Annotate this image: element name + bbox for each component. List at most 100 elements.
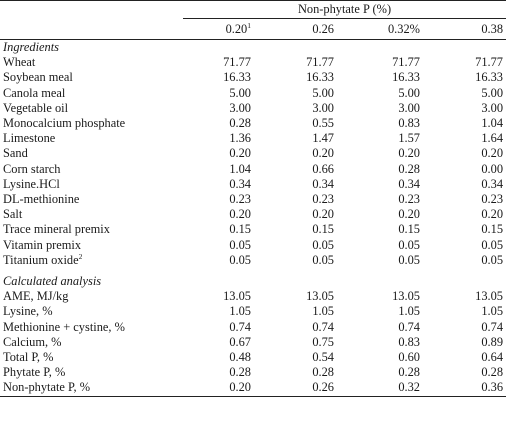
value-cell: 0.05 bbox=[312, 252, 334, 267]
value-cell: 13.05 bbox=[223, 289, 251, 304]
row-label-cell: Soybean meal bbox=[0, 70, 171, 85]
row-label-cell: Non-phytate P, % bbox=[0, 380, 171, 396]
row-label: Total P, % bbox=[3, 350, 54, 365]
value-cell: 16.33 bbox=[392, 70, 420, 85]
header-stub-cell bbox=[0, 19, 171, 40]
value-cell: 71.77 bbox=[306, 55, 334, 70]
value-cell: 0.89 bbox=[481, 334, 504, 349]
row-label: Lysine, % bbox=[3, 304, 53, 319]
row-label: Phytate P, % bbox=[3, 365, 66, 380]
row-label-cell: AME, MJ/kg bbox=[0, 289, 171, 304]
section-row: Calculated analysis bbox=[0, 274, 506, 289]
value-cell: 0.15 bbox=[398, 222, 420, 237]
value-cell: 3.00 bbox=[229, 100, 251, 115]
value-cell: 1.04 bbox=[481, 116, 504, 131]
value-cell: 0.20 bbox=[229, 380, 251, 395]
value-cell: 0.48 bbox=[229, 350, 251, 365]
row-label: Monocalcium phosphate bbox=[3, 116, 126, 131]
value-cell: 13.05 bbox=[306, 289, 334, 304]
value-cell: 1.47 bbox=[312, 131, 334, 146]
value-cell: 0.05 bbox=[398, 252, 420, 267]
row-label: Corn starch bbox=[3, 161, 61, 176]
value-cell: 0.74 bbox=[312, 319, 334, 334]
value-cell: 1.05 bbox=[481, 304, 504, 319]
row-label-cell: Methionine + cystine, % bbox=[0, 320, 171, 335]
row-label-cell: Monocalcium phosphate bbox=[0, 116, 171, 131]
row-label: Sand bbox=[3, 146, 28, 161]
value-cell: 0.34 bbox=[229, 176, 251, 191]
row-label-cell: Phytate P, % bbox=[0, 365, 171, 380]
value-cell: 1.05 bbox=[229, 304, 251, 319]
row-label-cell: Limestone bbox=[0, 131, 171, 146]
value-cell: 0.20 bbox=[312, 146, 334, 161]
row-label: Canola meal bbox=[3, 85, 66, 100]
row-label-cell: Vegetable oil bbox=[0, 101, 171, 116]
row-label-cell: Titanium oxide2 bbox=[0, 253, 171, 268]
value-cell: 13.05 bbox=[392, 289, 420, 304]
value-cell: 3.00 bbox=[398, 100, 420, 115]
value-cell: 0.75 bbox=[312, 334, 334, 349]
table-row: Lysine, % 1.05 1.05 1.05 1.05 bbox=[0, 304, 506, 319]
value-cell: 0.34 bbox=[398, 176, 420, 191]
table-row: Limestone 1.36 1.47 1.57 1.64 bbox=[0, 131, 506, 146]
column-header: 0.201 bbox=[171, 19, 254, 40]
row-label: Non-phytate P, % bbox=[3, 380, 91, 395]
value-cell: 0.28 bbox=[229, 116, 251, 131]
table-row: Sand 0.20 0.20 0.20 0.20 bbox=[0, 146, 506, 161]
table-header: Non-phytate P (%) 0.201 0.26 0.32% 0.38 bbox=[0, 0, 506, 40]
value-cell: 3.00 bbox=[481, 100, 504, 115]
column-group-label-text: Non-phytate P (%) bbox=[297, 2, 392, 16]
row-label: Methionine + cystine, % bbox=[3, 319, 125, 334]
row-label-cell: Corn starch bbox=[0, 162, 171, 177]
value-cell: 0.64 bbox=[481, 350, 504, 365]
value-cell: 71.77 bbox=[392, 55, 420, 70]
value-cell: 16.33 bbox=[306, 70, 334, 85]
value-cell: 5.00 bbox=[229, 85, 251, 100]
value-cell: 0.05 bbox=[312, 237, 334, 252]
table-row: Non-phytate P, % 0.20 0.26 0.32 0.36 bbox=[0, 380, 506, 397]
value-cell: 1.64 bbox=[481, 131, 504, 146]
value-cell: 16.33 bbox=[475, 70, 504, 85]
value-cell: 0.20 bbox=[481, 146, 504, 161]
table-row: Trace mineral premix 0.15 0.15 0.15 0.15 bbox=[0, 222, 506, 237]
value-cell: 0.15 bbox=[312, 222, 334, 237]
value-cell: 0.67 bbox=[229, 334, 251, 349]
section-row: Ingredients bbox=[0, 40, 506, 56]
value-cell: 0.20 bbox=[229, 207, 251, 222]
value-cell: 3.00 bbox=[312, 100, 334, 115]
column-header: 0.26 bbox=[254, 19, 337, 40]
row-label-cell: Lysine, % bbox=[0, 304, 171, 319]
value-cell: 0.05 bbox=[229, 252, 251, 267]
value-cell: 0.28 bbox=[312, 365, 334, 380]
value-cell: 0.83 bbox=[398, 334, 420, 349]
value-cell: 0.05 bbox=[481, 237, 504, 252]
value-cell: 13.05 bbox=[475, 289, 504, 304]
value-cell: 0.34 bbox=[481, 176, 504, 191]
section-title: Calculated analysis bbox=[3, 274, 102, 289]
value-cell: 0.05 bbox=[398, 237, 420, 252]
value-cell: 1.05 bbox=[312, 304, 334, 319]
table-row: Calcium, % 0.67 0.75 0.83 0.89 bbox=[0, 335, 506, 350]
table-row: Soybean meal 16.33 16.33 16.33 16.33 bbox=[0, 70, 506, 85]
column-header-label: 0.32% bbox=[387, 22, 420, 36]
row-label: Vegetable oil bbox=[3, 100, 69, 115]
row-label: Limestone bbox=[3, 131, 56, 146]
row-label-cell: Wheat bbox=[0, 55, 171, 70]
row-label: DL-methionine bbox=[3, 192, 80, 207]
table-row: Phytate P, % 0.28 0.28 0.28 0.28 bbox=[0, 365, 506, 380]
column-group-label: Non-phytate P (%) bbox=[171, 1, 506, 19]
row-label-cell: Salt bbox=[0, 207, 171, 222]
value-cell: 0.26 bbox=[312, 380, 334, 395]
row-label: Salt bbox=[3, 207, 23, 222]
column-header-label: 0.26 bbox=[312, 22, 334, 36]
row-label-cell: Canola meal bbox=[0, 86, 171, 101]
table-row: Total P, % 0.48 0.54 0.60 0.64 bbox=[0, 350, 506, 365]
row-label-cell: Total P, % bbox=[0, 350, 171, 365]
value-cell: 0.20 bbox=[312, 207, 334, 222]
footnote-marker: 2 bbox=[78, 251, 83, 261]
row-label: Soybean meal bbox=[3, 70, 73, 85]
value-cell: 0.74 bbox=[398, 319, 420, 334]
table-row: Corn starch 1.04 0.66 0.28 0.00 bbox=[0, 162, 506, 177]
value-cell: 0.34 bbox=[312, 176, 334, 191]
value-cell: 16.33 bbox=[223, 70, 251, 85]
